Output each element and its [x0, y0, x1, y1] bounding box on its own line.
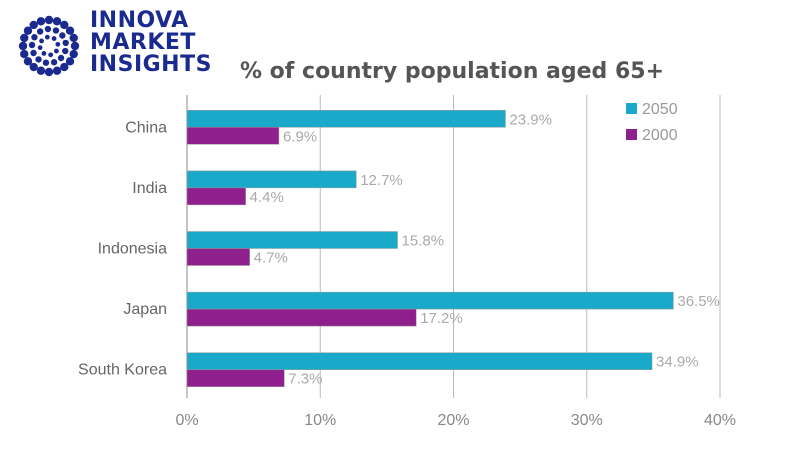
- logo-dot: [20, 49, 29, 59]
- logo-dot: [52, 27, 60, 34]
- logo-dot: [55, 41, 61, 47]
- bar-2050-india: [186, 170, 357, 189]
- category-label: Indonesia: [98, 241, 167, 258]
- data-label: 7.3%: [288, 371, 322, 388]
- logo-dot: [31, 34, 38, 41]
- logo-dot: [52, 17, 62, 26]
- x-tick-label: 0%: [175, 412, 198, 429]
- legend-swatch: [626, 129, 637, 140]
- logo-dot: [65, 26, 75, 35]
- category-label: China: [125, 119, 167, 136]
- category-label: India: [132, 180, 167, 197]
- x-tick-label: 10%: [304, 412, 336, 429]
- logo-dot: [51, 36, 57, 41]
- logo-dot: [29, 20, 38, 30]
- logo-dot: [70, 41, 80, 51]
- logo-dot: [62, 39, 69, 47]
- bar-2050-japan: [186, 291, 674, 310]
- data-label: 15.8%: [402, 233, 445, 250]
- logo-dot: [29, 62, 38, 72]
- logo-dot: [30, 49, 37, 57]
- legend-label: 2000: [642, 127, 678, 144]
- x-tick-label: 30%: [571, 412, 603, 429]
- logo-dot: [44, 67, 54, 77]
- brand-line-2: MARKET: [90, 30, 196, 55]
- legend-swatch: [626, 103, 637, 114]
- logo-dot: [35, 56, 42, 63]
- logo-dot: [62, 47, 69, 55]
- logo-dot: [54, 48, 59, 54]
- data-label: 6.9%: [283, 128, 317, 145]
- logo-dot: [69, 49, 78, 59]
- logo-dot: [59, 32, 66, 39]
- bar-2050-china: [186, 110, 506, 128]
- logo-dot: [37, 45, 43, 51]
- legend-label: 2050: [642, 101, 678, 118]
- logo-dot: [60, 20, 69, 30]
- logo-dot: [52, 66, 62, 75]
- data-label: 23.9%: [509, 111, 552, 128]
- logo-dot: [36, 17, 46, 26]
- bar-2050-indonesia: [186, 231, 398, 249]
- brand-name: INNOVA MARKET INSIGHTS: [90, 10, 212, 76]
- bar-2000-japan: [186, 308, 417, 327]
- chart-title: % of country population aged 65+: [240, 59, 664, 84]
- brand-line-3: INSIGHTS: [90, 52, 212, 77]
- logo-dot: [18, 41, 28, 51]
- brand-line-1: INNOVA: [90, 8, 189, 33]
- bar-2000-south-korea: [186, 369, 285, 387]
- logo-dot: [60, 62, 69, 72]
- data-label: 17.2%: [420, 310, 463, 327]
- logo-dot: [28, 41, 36, 49]
- bar-2000-china: [186, 127, 280, 145]
- logo-dot: [36, 66, 46, 75]
- logo-dot: [65, 57, 75, 66]
- bar-2000-india: [186, 187, 246, 206]
- bar-2000-indonesia: [186, 248, 250, 266]
- logo-dot: [23, 57, 33, 66]
- logo-dot: [57, 54, 65, 62]
- logo-dot: [36, 28, 44, 35]
- bar-2050-south-korea: [186, 352, 653, 370]
- data-label: 12.7%: [360, 172, 403, 189]
- logo-dot: [69, 33, 78, 43]
- x-tick-label: 20%: [437, 412, 469, 429]
- logo-dot: [50, 59, 58, 66]
- category-label: Japan: [123, 301, 167, 318]
- brand-logo: INNOVA MARKET INSIGHTS: [14, 10, 234, 82]
- data-label: 4.4%: [250, 189, 284, 206]
- logo-dot: [44, 15, 54, 25]
- logo-dot: [20, 33, 29, 43]
- x-tick-label: 40%: [704, 412, 736, 429]
- data-label: 36.5%: [677, 293, 720, 310]
- logo-dot: [23, 26, 33, 35]
- legend: 2050 2000: [626, 101, 678, 144]
- logo-dot: [44, 34, 50, 40]
- logo-dot: [41, 51, 47, 56]
- logo-dot: [39, 38, 44, 44]
- logo-dot: [44, 25, 52, 33]
- logo-dot: [48, 52, 54, 58]
- data-label: 34.9%: [656, 354, 699, 371]
- category-label: South Korea: [78, 362, 167, 379]
- logo-dot: [42, 59, 50, 66]
- data-label: 4.7%: [254, 250, 288, 267]
- dots-ring-icon: [18, 15, 80, 77]
